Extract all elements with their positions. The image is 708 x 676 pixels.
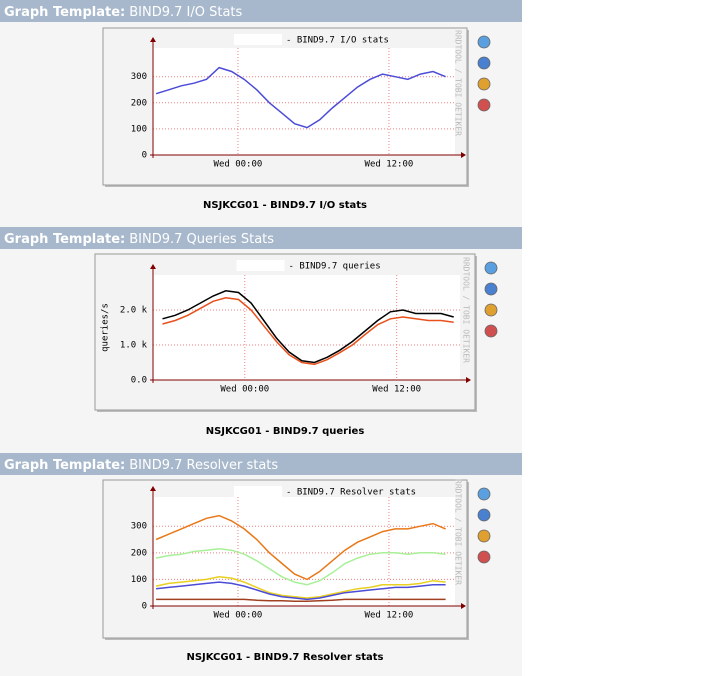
properties-icon[interactable] [484,303,498,317]
plot-area [153,275,460,380]
series-line [156,581,446,601]
properties-icon[interactable] [477,77,491,91]
y-tick-label: 0 [142,151,147,161]
header-text: Graph Template: BIND9.7 Queries Stats [4,232,274,247]
x-tick-label: Wed 00:00 [214,160,263,170]
chart-title: - BIND9.7 I/O stats [286,36,389,46]
x-tick-label: Wed 12:00 [365,611,414,621]
top-icon[interactable] [484,324,498,338]
x-tick-label: Wed 00:00 [214,611,263,621]
series-line [155,514,446,581]
y-tick-label: 0 [142,602,147,612]
watermark: RRDTOOL / TOBI OETIKER [454,30,463,136]
axis-arrow [150,486,156,491]
csv-icon[interactable] [484,282,498,296]
series-line [162,290,454,364]
series-line [155,576,446,599]
axis-arrow [150,37,156,42]
header-template: BIND9.7 I/O Stats [129,5,242,20]
csv-icon[interactable] [477,56,491,70]
y-tick-label: 100 [131,575,147,585]
top-icon[interactable] [477,550,491,564]
y-tick-label: 2.0 k [120,306,148,316]
x-tick-label: Wed 12:00 [372,385,421,395]
header-label: Graph Template: [4,5,125,20]
y-axis-label: queries/s [101,303,111,352]
graph-caption: NSJKCG01 - BIND9.7 queries [206,426,365,437]
header-label: Graph Template: [4,458,125,473]
chart-title: - BIND9.7 Resolver stats [286,488,416,498]
plot-area [153,48,455,155]
header-template: BIND9.7 Queries Stats [129,232,274,247]
header-template: BIND9.7 Resolver stats [129,458,278,473]
hostname-blur [234,34,282,45]
axis-arrow [461,152,466,158]
x-tick-label: Wed 12:00 [365,160,414,170]
y-tick-label: 200 [131,548,147,558]
hostname-blur [236,260,285,271]
axis-arrow [466,377,471,383]
y-tick-label: 0.0 [131,376,147,386]
series-line [155,548,446,586]
watermark: RRDTOOL / TOBI OETIKER [462,257,471,363]
chart-title: - BIND9.7 queries [289,262,381,272]
axis-arrow [150,264,156,269]
header-text: Graph Template: BIND9.7 I/O Stats [4,5,243,20]
y-tick-label: 300 [131,522,147,532]
series-line [155,66,446,129]
properties-icon[interactable] [477,529,491,543]
header-label: Graph Template: [4,232,125,247]
zoom-icon[interactable] [484,261,498,275]
header-bar [0,0,522,22]
header-bar [0,453,522,475]
y-tick-label: 200 [131,98,147,108]
graph-caption: NSJKCG01 - BIND9.7 Resolver stats [186,652,383,663]
y-tick-label: 100 [131,124,147,134]
top-icon[interactable] [477,98,491,112]
zoom-icon[interactable] [477,35,491,49]
series-line [162,297,454,366]
graph-caption: NSJKCG01 - BIND9.7 I/O stats [203,200,367,211]
y-tick-label: 300 [131,72,147,82]
watermark: RRDTOOL / TOBI OETIKER [454,479,463,585]
series-line [156,598,446,602]
axis-arrow [461,603,466,609]
header-bar [0,227,522,249]
x-tick-label: Wed 00:00 [220,385,269,395]
header-text: Graph Template: BIND9.7 Resolver stats [4,458,278,473]
zoom-icon[interactable] [477,487,491,501]
csv-icon[interactable] [477,508,491,522]
y-tick-label: 1.0 k [120,341,148,351]
hostname-blur [234,486,282,497]
